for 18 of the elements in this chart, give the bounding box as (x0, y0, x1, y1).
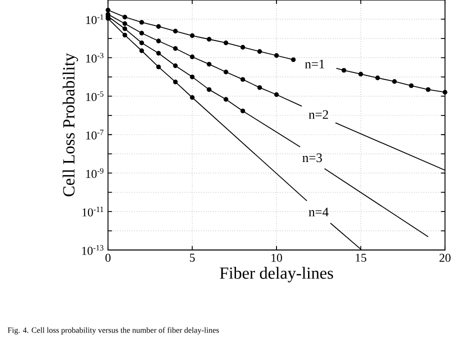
y-axis-title: Cell Loss Probability (62, 53, 78, 196)
x-tick-label: 15 (356, 254, 366, 262)
y-tick-label: 10$^{-13}$ (82, 245, 104, 255)
y-tick-label: 10$^{-1}$ (86, 14, 104, 24)
x-tick-label: 10 (272, 254, 282, 262)
y-tick-label: 10$^{-9}$ (86, 168, 104, 178)
x-axis-title: Fiber delay-lines (220, 266, 334, 282)
x-tick-label: 0 (105, 254, 111, 262)
series-label: n=2 (308, 110, 328, 119)
series-label: n=3 (302, 153, 322, 162)
x-tick-label: 20 (440, 254, 451, 262)
y-tick-label: 10$^{-3}$ (86, 52, 104, 63)
y-tick-label: 10$^{-5}$ (86, 91, 104, 101)
series-label: n=4 (308, 208, 329, 216)
y-tick-label: 10$^{-7}$ (86, 130, 104, 140)
y-tick-label: 10$^{-11}$ (82, 206, 104, 216)
x-tick-label: 5 (190, 254, 195, 262)
series-label: n=1 (305, 60, 324, 68)
